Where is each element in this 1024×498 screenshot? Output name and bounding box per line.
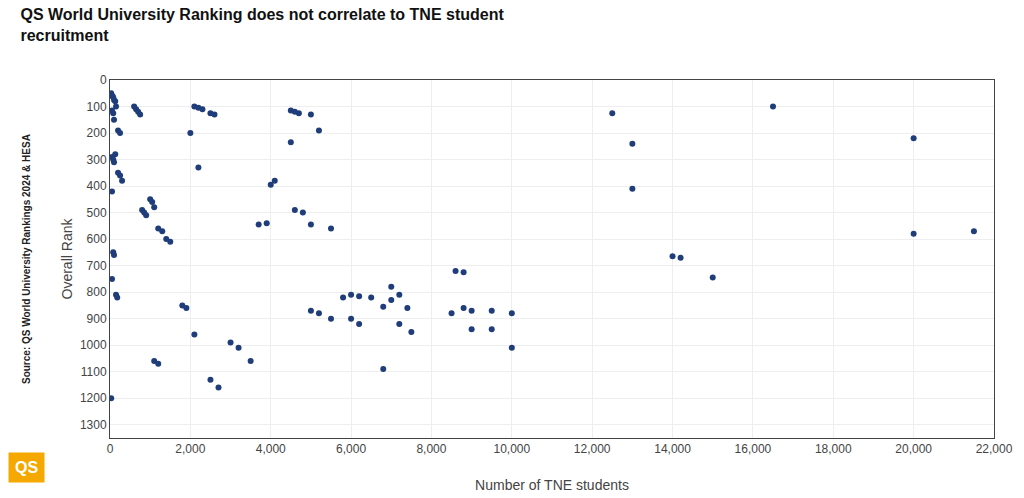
svg-text:4,000: 4,000 [256, 442, 286, 456]
svg-text:400: 400 [87, 179, 107, 193]
svg-text:14,000: 14,000 [654, 442, 691, 456]
svg-text:900: 900 [87, 312, 107, 326]
svg-text:300: 300 [87, 153, 107, 167]
svg-text:0: 0 [107, 442, 114, 456]
svg-text:12,000: 12,000 [574, 442, 611, 456]
svg-text:Overall Rank: Overall Rank [59, 218, 75, 300]
svg-text:16,000: 16,000 [735, 442, 772, 456]
svg-text:10,000: 10,000 [493, 442, 530, 456]
svg-text:0: 0 [100, 73, 107, 87]
svg-text:100: 100 [87, 100, 107, 114]
svg-text:QS: QS [15, 459, 38, 476]
svg-text:18,000: 18,000 [815, 442, 852, 456]
svg-text:2,000: 2,000 [175, 442, 205, 456]
svg-text:Number of TNE students: Number of TNE students [475, 477, 629, 493]
svg-text:20,000: 20,000 [895, 442, 932, 456]
svg-text:1300: 1300 [80, 418, 107, 432]
svg-text:700: 700 [87, 259, 107, 273]
svg-text:1000: 1000 [80, 338, 107, 352]
svg-text:200: 200 [87, 126, 107, 140]
svg-text:800: 800 [87, 285, 107, 299]
svg-text:6,000: 6,000 [336, 442, 366, 456]
svg-text:Source: QS World University Ra: Source: QS World University Rankings 202… [21, 134, 32, 384]
svg-text:22,000: 22,000 [976, 442, 1013, 456]
svg-text:1200: 1200 [80, 391, 107, 405]
svg-text:8,000: 8,000 [416, 442, 446, 456]
svg-text:600: 600 [87, 232, 107, 246]
svg-text:500: 500 [87, 206, 107, 220]
svg-text:1100: 1100 [81, 365, 107, 379]
svg-text:QS World University Ranking do: QS World University Ranking does not cor… [20, 6, 504, 44]
